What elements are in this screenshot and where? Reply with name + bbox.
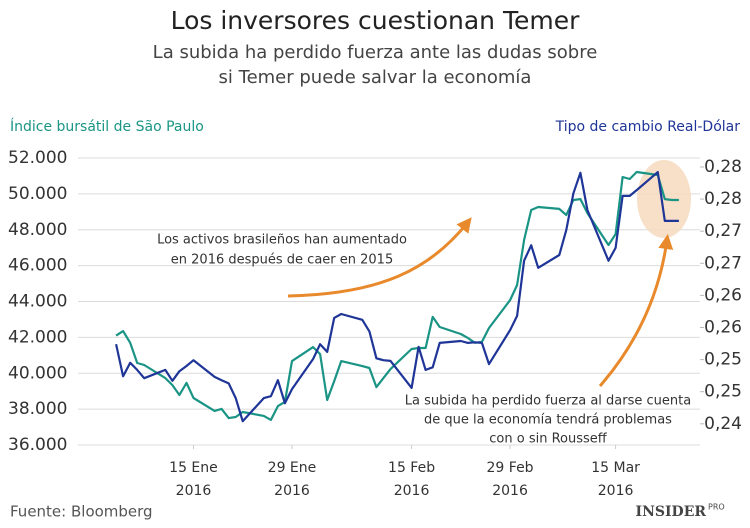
y-tick-label: 44.000	[8, 292, 67, 312]
annotation-arrow	[287, 217, 472, 298]
chart-title: Los inversores cuestionan Temer	[171, 6, 581, 35]
y2-tick-label: 0,24	[704, 414, 742, 434]
x-tick-label: 29 Ene	[268, 460, 317, 476]
series-line	[115, 171, 679, 423]
y-tick-label: 40.000	[8, 363, 67, 383]
y2-tick-label: 0,28	[704, 157, 742, 177]
annotation: de que la economía tendrá problemas	[424, 413, 672, 428]
x-tick-label: 15 Feb	[388, 460, 435, 476]
chart-subtitle: La subida ha perdido fuerza ante las dud…	[153, 42, 598, 63]
annotation: con o sin Rousseff	[489, 432, 608, 447]
x-tick-year: 2016	[176, 483, 212, 499]
y2-tick-label: 0,27	[704, 253, 742, 273]
series-line	[115, 170, 679, 421]
y-tick-label: 42.000	[8, 327, 67, 347]
y2-tick-label: 0,25	[704, 350, 742, 370]
annotation: Los activos brasileños han aumentado	[157, 233, 407, 248]
y2-axis-title: Tipo de cambio Real-Dólar	[555, 119, 741, 135]
logo: INSIDER	[636, 504, 707, 520]
x-tick-year: 2016	[394, 483, 430, 499]
y-axis-title: Índice bursátil de São Paulo	[10, 118, 204, 135]
y-tick-label: 50.000	[8, 184, 67, 204]
y-tick-label: 52.000	[8, 148, 67, 168]
x-tick-year: 2016	[492, 483, 528, 499]
annotation-arrow	[598, 234, 674, 387]
x-tick-label: 15 Ene	[169, 460, 218, 476]
y-tick-label: 36.000	[8, 435, 67, 455]
chart-subtitle: si Temer puede salvar la economía	[219, 67, 532, 88]
y2-tick-label: 0,28	[704, 189, 742, 209]
annotation: en 2016 después de caer en 2015	[171, 253, 393, 268]
y2-tick-label: 0,27	[704, 221, 742, 241]
y2-tick-label: 0,26	[704, 318, 742, 338]
x-tick-label: 29 Feb	[487, 460, 534, 476]
source: Fuente: Bloomberg	[10, 503, 153, 521]
y-tick-label: 38.000	[8, 399, 67, 419]
annotation: La subida ha perdido fuerza al darse cue…	[405, 394, 691, 409]
x-tick-label: 15 Mar	[591, 460, 640, 476]
logo-suffix: PRO	[708, 503, 725, 512]
x-tick-year: 2016	[274, 483, 310, 499]
y2-tick-label: 0,26	[704, 285, 742, 305]
y-tick-label: 46.000	[8, 256, 67, 276]
y-tick-label: 48.000	[8, 220, 67, 240]
y2-tick-label: 0,25	[704, 382, 742, 402]
x-tick-year: 2016	[598, 483, 634, 499]
